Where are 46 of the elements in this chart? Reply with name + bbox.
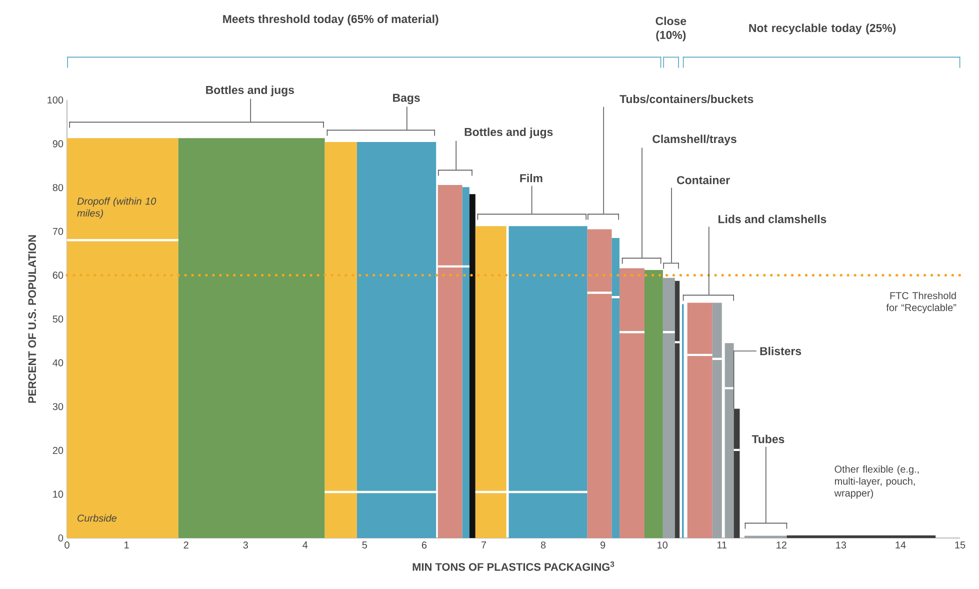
x-tick-label: 6 (422, 542, 427, 549)
annotation: Tubes (752, 434, 784, 444)
y-tick-label: 40 (52, 359, 64, 366)
annotation: Dropoff (within 10 miles) (77, 197, 156, 219)
y-tick-label: 20 (52, 446, 64, 454)
x-tick-label: 12 (776, 542, 786, 548)
x-tick-label: 14 (896, 542, 906, 548)
y-tick-label: 80 (52, 184, 64, 192)
annotation: Container (677, 176, 730, 184)
ref-line-label: FTC Threshold for “Recyclable” (886, 292, 956, 314)
y-tick-label: 60 (52, 272, 64, 279)
annotation: Film (520, 174, 542, 182)
x-tick-label: 11 (717, 542, 727, 548)
x-tick-label: 9 (600, 542, 606, 549)
text: Meets threshold today (65% of material) (223, 14, 438, 26)
y-tick-label: 50 (52, 315, 64, 323)
annotation: Bottles and jugs (464, 128, 553, 138)
x-tick-label: 4 (302, 542, 308, 548)
text: Not recyclable today (25%) (749, 24, 896, 34)
annotation: Bags (393, 94, 420, 104)
annotation: Blisters (760, 346, 802, 356)
x-axis-title: MIN TONS OF PLASTICS PACKAGING$^{3}$ (412, 561, 614, 571)
y-tick-label: 70 (52, 228, 64, 235)
x-tick-label: 10 (658, 542, 668, 549)
text: Bottles and jugs (206, 86, 294, 96)
annotation: Curbside (78, 514, 116, 522)
x-tick-label: 13 (836, 542, 846, 549)
y-tick-label: 30 (52, 403, 64, 410)
x-tick-label: 1 (124, 542, 129, 548)
x-tick-label: 0 (64, 542, 70, 549)
x-tick-label: 5 (362, 542, 368, 548)
x-tick-label: 15 (955, 542, 966, 548)
y-tick-label: 90 (52, 140, 64, 148)
x-tick-label: 3 (243, 542, 248, 549)
y-tick-label: 10 (53, 490, 64, 498)
y-axis-title: PERCENT OF U.S. POPULATION (28, 235, 36, 403)
y-tick-label: 100 (48, 96, 64, 104)
text: Close (10%) (656, 16, 686, 42)
x-tick-label: 2 (184, 542, 188, 548)
x-tick-label: 7 (481, 542, 486, 548)
annotation: Lids and clamshells (718, 214, 826, 224)
annotation: Other flexible (e.g., multi-layer, pouch, wrapper) (834, 465, 919, 499)
annotation: Tubs/containers/buckets (620, 94, 754, 104)
annotation: Clamshell/trays (652, 134, 736, 146)
y-tick-label: 0 (58, 534, 64, 542)
x-tick-label: 8 (540, 542, 546, 549)
